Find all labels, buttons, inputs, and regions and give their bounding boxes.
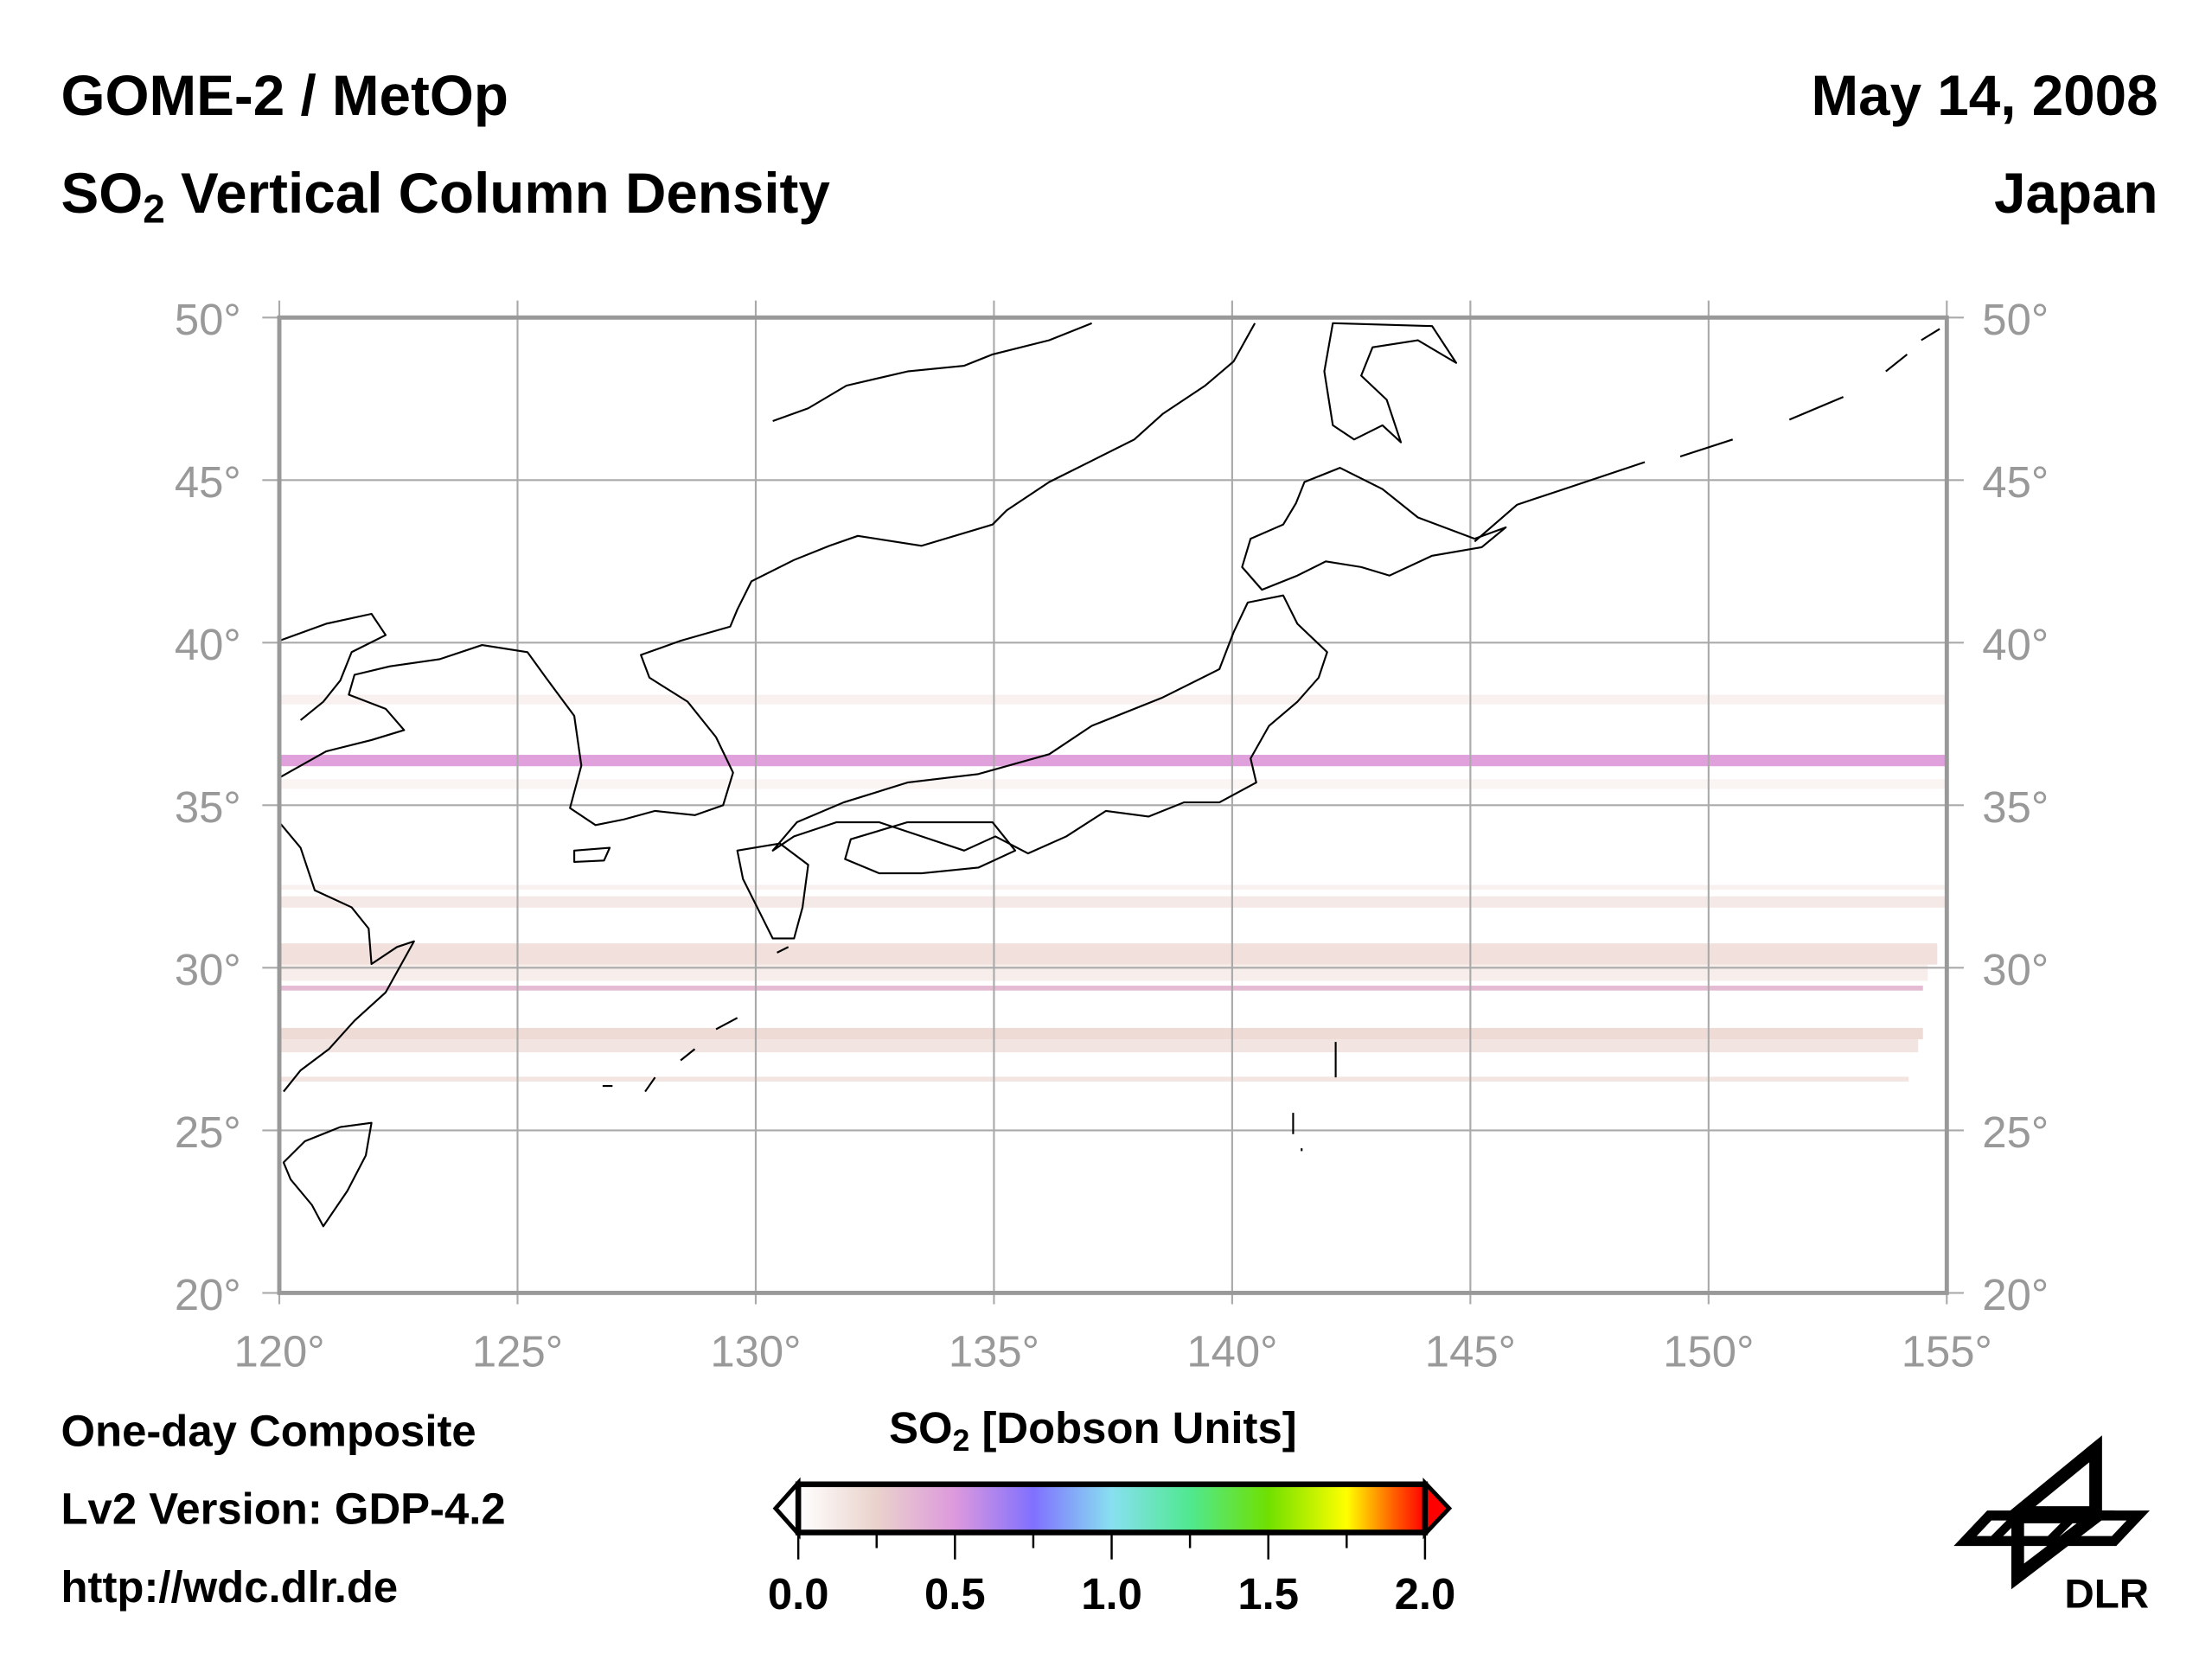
axis-tick-labels: 120° 125° 130° 135° 140° 145° 150° 155° 20° 20° 25…	[175, 295, 2049, 1376]
colorbar-tick-label: 0.5	[924, 1569, 986, 1618]
y-tick-label-left: 35°	[175, 782, 241, 832]
composite-label: One-day Composite	[61, 1406, 476, 1456]
so2-band	[279, 943, 1938, 965]
product-title-prefix: SO	[61, 163, 144, 226]
so2-band	[279, 1076, 1909, 1082]
product-title-subscript: 2	[143, 187, 165, 232]
x-tick-label: 150°	[1663, 1327, 1754, 1376]
colorbar-title-prefix: SO	[889, 1403, 953, 1453]
map-frame	[277, 315, 1949, 1295]
coastline-jeju	[573, 846, 611, 864]
so2-band	[279, 896, 1947, 908]
map-plot: 120° 125° 130° 135° 140° 145° 150° 155° 20° 20° 25…	[175, 295, 2049, 1376]
colorbar-under-arrow	[772, 1477, 801, 1540]
y-tick-label-right: 35°	[1982, 782, 2049, 832]
x-tick-label: 135°	[949, 1327, 1039, 1376]
coastlines	[278, 322, 1940, 1228]
y-tick-label-right: 40°	[1982, 620, 2049, 669]
y-tick-label-right: 45°	[1982, 457, 2049, 507]
so2-band	[279, 884, 1947, 891]
version-label: Lv2 Version: GDP-4.2	[61, 1484, 506, 1535]
x-tick-label: 120°	[233, 1327, 324, 1376]
so2-band	[279, 986, 1923, 991]
coastline-izu-islands	[1292, 1042, 1337, 1152]
x-tick-label: 155°	[1902, 1327, 1992, 1376]
y-tick-label-left: 25°	[175, 1108, 241, 1157]
coastline-sakhalin	[1323, 322, 1458, 444]
so2-band	[279, 755, 1947, 767]
date-label: May 14, 2008	[1811, 65, 2158, 128]
x-tick-label: 130°	[710, 1327, 801, 1376]
url-link[interactable]: http://wdc.dlr.de	[61, 1561, 399, 1612]
y-tick-label-left: 20°	[175, 1270, 241, 1319]
coastline-taiwan	[282, 1121, 373, 1228]
y-tick-label-right: 25°	[1982, 1108, 2049, 1157]
dlr-logo: DLR	[1953, 1435, 2150, 1617]
so2-band	[279, 694, 1947, 705]
coastline-russia-north	[772, 322, 1092, 422]
product-title: SO2 Vertical Column Density	[61, 163, 830, 229]
coastline-kyushu	[736, 842, 809, 940]
colorbar-gradient	[795, 1481, 1429, 1536]
y-tick-label-left: 30°	[175, 945, 241, 994]
x-tick-label: 140°	[1186, 1327, 1277, 1376]
so2-band	[279, 1039, 1919, 1053]
colorbar-title-suffix: [Dobson Units]	[969, 1403, 1297, 1453]
y-tick-label-right: 50°	[1982, 295, 2049, 344]
coastline-shikoku	[844, 820, 1017, 875]
instrument-title: GOME-2 / MetOp	[61, 65, 508, 128]
colorbar-title: SO2 [Dobson Units]	[889, 1403, 1297, 1455]
dlr-logo-text: DLR	[2064, 1571, 2149, 1617]
y-tick-label-left: 45°	[175, 457, 241, 507]
colorbar-ticks: 0.0 0.5 1.0 1.5 2.0	[768, 1534, 1455, 1618]
coastline-kuril-islands	[1474, 328, 1940, 543]
coastline-ryukyu-islands	[602, 946, 790, 1093]
x-tick-label: 145°	[1425, 1327, 1516, 1376]
product-title-suffix: Vertical Column Density	[164, 163, 830, 226]
colorbar-tick-label: 1.0	[1081, 1569, 1142, 1618]
colorbar-title-subscript: 2	[952, 1422, 970, 1459]
region-label: Japan	[1994, 163, 2158, 226]
coastline-liaodong	[278, 612, 387, 721]
x-tick-label: 125°	[472, 1327, 563, 1376]
y-tick-label-left: 50°	[175, 295, 241, 344]
colorbar-over-arrow	[1422, 1477, 1453, 1540]
so2-band	[279, 1027, 1923, 1040]
colorbar-tick-label: 1.5	[1237, 1569, 1299, 1618]
colorbar-tick-label: 2.0	[1395, 1569, 1456, 1618]
coastline-honshu	[771, 594, 1328, 855]
coastline-hokkaido	[1241, 467, 1507, 591]
coastline-mainland	[280, 322, 1256, 827]
colorbar-tick-label: 0.0	[768, 1569, 829, 1618]
map-border	[277, 315, 1949, 1295]
y-tick-label-left: 40°	[175, 620, 241, 669]
so2-band	[279, 779, 1947, 789]
y-tick-label-right: 20°	[1982, 1270, 2049, 1319]
coastline-china-south	[278, 821, 415, 1093]
y-tick-label-right: 30°	[1982, 945, 2049, 994]
